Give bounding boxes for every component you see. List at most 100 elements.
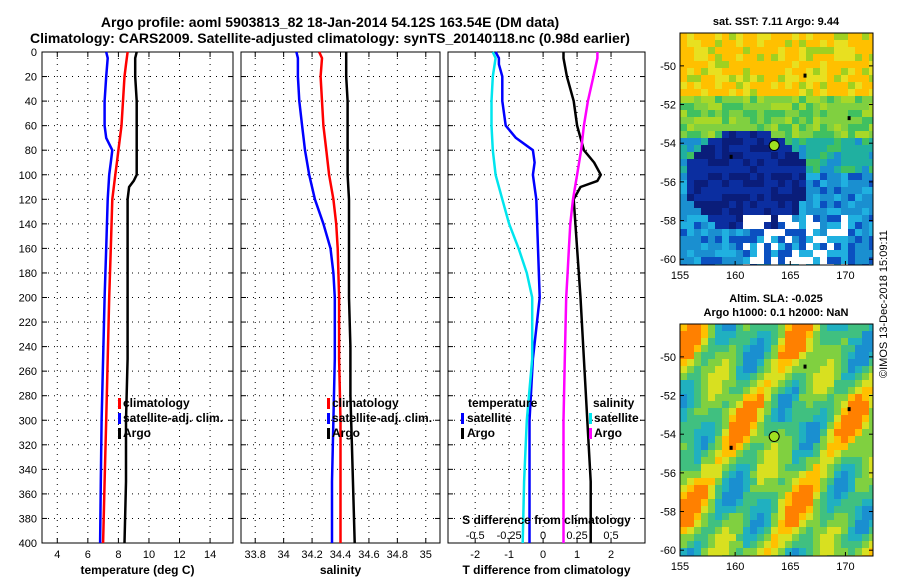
map-cell xyxy=(750,159,757,166)
map-cell xyxy=(701,499,708,506)
map-cell xyxy=(701,40,708,47)
map-cell xyxy=(778,359,785,366)
map-cell xyxy=(743,506,750,513)
map-cell xyxy=(771,422,778,429)
map-cell xyxy=(729,387,736,394)
map-cell xyxy=(799,33,806,40)
map-cell xyxy=(694,506,701,513)
map-cell xyxy=(848,345,855,352)
map-cell xyxy=(778,366,785,373)
map-cell xyxy=(701,138,708,145)
map-cell xyxy=(708,478,715,485)
map-cell xyxy=(806,534,813,541)
map-cell xyxy=(701,89,708,96)
map-cell xyxy=(799,229,806,236)
map-cell xyxy=(834,548,841,555)
map-cell xyxy=(848,499,855,506)
map-cell xyxy=(715,82,722,89)
map-cell xyxy=(680,492,687,499)
map-cell xyxy=(813,401,820,408)
map-cell xyxy=(813,331,820,338)
legend-label: Argo xyxy=(467,426,495,440)
map-cell xyxy=(701,75,708,82)
map-cell xyxy=(806,471,813,478)
map-cell xyxy=(764,464,771,471)
map-cell xyxy=(764,443,771,450)
map-cell xyxy=(778,229,785,236)
map-cell xyxy=(687,131,694,138)
map-cell xyxy=(862,131,869,138)
map-cell xyxy=(764,485,771,492)
map-cell xyxy=(757,103,764,110)
map-cell xyxy=(820,429,827,436)
map-cell xyxy=(834,345,841,352)
map-cell xyxy=(771,408,778,415)
map-cell xyxy=(687,173,694,180)
map-cell xyxy=(771,40,778,47)
map-cell xyxy=(708,527,715,534)
map-cell xyxy=(729,229,736,236)
map-cell xyxy=(855,201,862,208)
map-cell xyxy=(694,47,701,54)
map-cell xyxy=(687,499,694,506)
map-cell xyxy=(827,145,834,152)
map-cell xyxy=(743,331,750,338)
map-cell xyxy=(848,138,855,145)
map-cell xyxy=(778,520,785,527)
map-cell xyxy=(841,324,848,331)
map-cell xyxy=(771,527,778,534)
map-cell xyxy=(848,492,855,499)
map-cell xyxy=(736,492,743,499)
map-cell xyxy=(862,152,869,159)
map-cell xyxy=(834,373,841,380)
map-cell xyxy=(736,513,743,520)
map-cell xyxy=(855,103,862,110)
map-cell xyxy=(750,110,757,117)
map-cell xyxy=(680,324,687,331)
map-cell xyxy=(708,471,715,478)
map-cell xyxy=(680,415,687,422)
map-cell xyxy=(778,75,785,82)
map-cell xyxy=(778,215,785,222)
map-cell xyxy=(757,131,764,138)
map-cell xyxy=(834,236,841,243)
map-cell xyxy=(848,257,855,264)
map-cell xyxy=(855,415,862,422)
map-cell xyxy=(687,366,694,373)
map-cell xyxy=(848,75,855,82)
map-cell xyxy=(708,145,715,152)
map-cell xyxy=(687,415,694,422)
map-cell xyxy=(757,408,764,415)
map-cell xyxy=(680,208,687,215)
map-cell xyxy=(701,236,708,243)
map-cell xyxy=(750,166,757,173)
map-cell xyxy=(869,110,873,117)
map-cell xyxy=(736,180,743,187)
map-cell xyxy=(743,159,750,166)
map-cell xyxy=(764,415,771,422)
map-cell xyxy=(778,457,785,464)
map-cell xyxy=(694,450,701,457)
map-cell xyxy=(806,548,813,555)
map-cell xyxy=(855,513,862,520)
map-cell xyxy=(736,457,743,464)
map-cell xyxy=(785,61,792,68)
map-cell xyxy=(827,103,834,110)
map-cell xyxy=(750,520,757,527)
map-cell xyxy=(799,201,806,208)
map-cell xyxy=(708,159,715,166)
map-cell xyxy=(841,464,848,471)
map-cell xyxy=(799,548,806,555)
map-cell xyxy=(694,408,701,415)
map-cell xyxy=(715,173,722,180)
map-cell xyxy=(680,250,687,257)
map-cell xyxy=(715,380,722,387)
map-cell xyxy=(771,75,778,82)
map-cell xyxy=(841,387,848,394)
map-cell xyxy=(764,373,771,380)
map-cell xyxy=(813,457,820,464)
map-cell xyxy=(694,82,701,89)
map-cell xyxy=(687,89,694,96)
map-cell xyxy=(792,222,799,229)
map-cell xyxy=(694,492,701,499)
